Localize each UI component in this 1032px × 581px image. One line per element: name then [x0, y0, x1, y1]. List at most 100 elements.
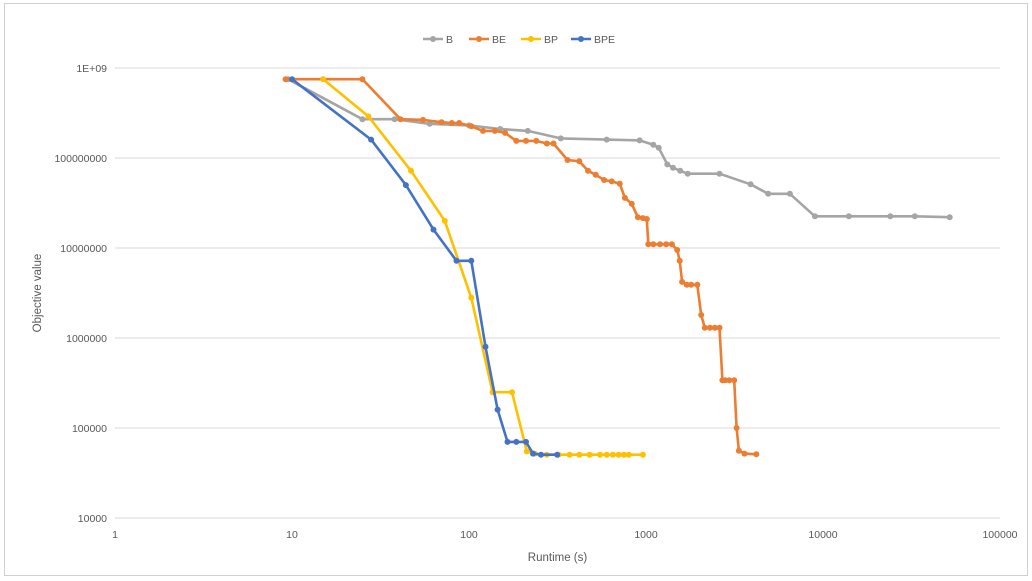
data-point-b — [670, 164, 676, 171]
chart-frame: 10000 100000 1000000 10000000 100000000 1E+09… — [4, 3, 1028, 576]
y-tick-label: 100000 — [72, 423, 107, 435]
data-point-be — [663, 241, 670, 248]
data-point-b — [677, 167, 684, 174]
data-point-be — [707, 324, 713, 331]
legend-marker-b — [430, 36, 436, 42]
data-point-bp — [509, 389, 515, 396]
series-line-bpe — [291, 78, 558, 457]
data-point-b — [655, 144, 662, 151]
data-point-be — [491, 127, 498, 134]
data-point-be — [674, 247, 681, 253]
data-point-be — [701, 324, 708, 331]
series-line-bp — [322, 78, 643, 457]
data-point-be — [468, 123, 475, 130]
data-point-be — [694, 281, 701, 288]
data-point-be — [733, 425, 740, 431]
legend-label-bpe: BPE — [594, 34, 615, 46]
x-tick-label: 10000 — [808, 529, 837, 541]
y-tick-label: 100000000 — [54, 153, 107, 165]
data-point-be — [628, 200, 635, 207]
data-point-be — [585, 167, 591, 174]
data-point-b — [716, 170, 723, 177]
y-tick-label: 10000 — [78, 513, 107, 525]
data-point-b — [747, 181, 754, 188]
data-point-b — [391, 116, 398, 123]
data-point-be — [643, 216, 650, 222]
series-line-b — [287, 78, 950, 219]
x-tick-label: 10 — [286, 529, 298, 541]
data-point-be — [502, 129, 509, 136]
data-point-bpe — [289, 76, 295, 83]
data-point-bp — [468, 294, 475, 301]
data-point-be — [513, 137, 520, 144]
data-point-be — [676, 257, 683, 264]
data-point-be — [657, 241, 663, 248]
legend-marker-bpe — [578, 36, 584, 42]
data-point-be — [726, 377, 733, 384]
y-tick-label: 1000000 — [66, 333, 107, 345]
data-point-bpe — [504, 438, 511, 445]
data-point-be — [456, 120, 463, 126]
data-point-bp — [408, 167, 414, 174]
data-point-be — [634, 214, 641, 221]
data-point-b — [911, 213, 918, 220]
data-point-be — [282, 76, 289, 83]
data-point-b — [524, 127, 531, 134]
legend-marker-be — [476, 36, 482, 42]
data-point-b — [887, 213, 894, 220]
data-point-be — [359, 76, 366, 83]
data-point-be — [716, 324, 723, 331]
data-point-bp — [586, 451, 593, 458]
legend-label-be: BE — [492, 34, 506, 46]
data-point-be — [523, 137, 529, 144]
y-axis-title: Objective value — [32, 254, 44, 333]
data-point-be — [645, 241, 652, 248]
data-point-bpe — [538, 451, 544, 458]
data-point-bp — [597, 451, 603, 458]
data-point-bpe — [554, 451, 561, 458]
data-point-bpe — [530, 450, 536, 457]
data-point-be — [564, 157, 571, 163]
data-point-bp — [576, 451, 583, 458]
data-point-be — [711, 324, 718, 331]
data-point-bp — [320, 76, 327, 83]
series-line-be — [285, 77, 757, 456]
data-point-bpe — [430, 226, 437, 233]
y-tick-label: 1E+09 — [76, 63, 107, 75]
data-point-b — [359, 116, 366, 123]
data-point-bp — [566, 451, 573, 458]
legend-label-b: B — [446, 34, 453, 46]
data-point-b — [765, 190, 772, 197]
data-point-be — [621, 194, 628, 201]
legend-marker-bp — [528, 36, 534, 42]
data-point-be — [698, 312, 705, 318]
data-point-be — [576, 158, 583, 165]
legend-label-bp: BP — [544, 34, 558, 46]
legend-item-be: BE — [469, 34, 506, 46]
data-point-b — [845, 213, 852, 220]
data-point-be — [480, 127, 486, 134]
data-point-bpe — [453, 257, 460, 264]
data-point-bpe — [494, 406, 501, 413]
data-point-bpe — [402, 182, 409, 189]
data-point-bp — [365, 113, 372, 120]
legend-item-b: B — [423, 34, 453, 46]
legend-item-bpe: BPE — [571, 34, 615, 46]
data-point-be — [688, 281, 695, 288]
x-axis-title: Runtime (s) — [528, 552, 588, 564]
x-tick-label: 1 — [112, 529, 118, 541]
data-point-be — [420, 116, 426, 123]
data-point-b — [426, 120, 433, 127]
data-point-bp — [615, 451, 622, 458]
data-point-be — [438, 119, 445, 126]
data-point-be — [397, 116, 404, 123]
data-point-be — [731, 377, 738, 384]
data-point-b — [650, 141, 657, 148]
data-point-be — [679, 278, 686, 285]
data-point-bpe — [513, 438, 520, 445]
data-point-be — [448, 120, 455, 126]
data-point-be — [608, 178, 615, 185]
data-point-bp — [639, 451, 646, 458]
data-point-be — [543, 140, 550, 147]
x-tick-label: 100 — [460, 529, 478, 541]
